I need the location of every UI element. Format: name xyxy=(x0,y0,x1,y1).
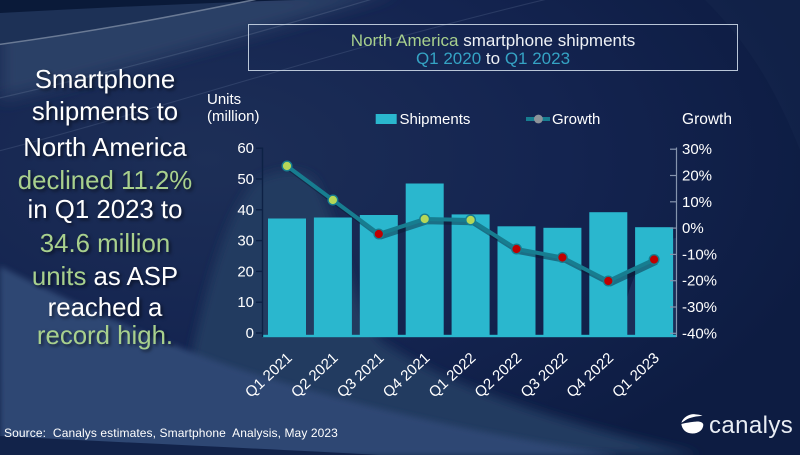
svg-text:Q2 2021: Q2 2021 xyxy=(288,349,342,401)
svg-text:30%: 30% xyxy=(682,141,712,158)
svg-text:0: 0 xyxy=(246,325,254,342)
svg-text:Q1 2021: Q1 2021 xyxy=(242,349,296,401)
svg-text:10: 10 xyxy=(237,294,254,311)
svg-text:Q4 2021: Q4 2021 xyxy=(380,349,434,401)
svg-text:Q1 2023: Q1 2023 xyxy=(609,349,663,401)
svg-text:60: 60 xyxy=(237,140,254,157)
svg-text:Growth: Growth xyxy=(552,111,600,128)
svg-text:20%: 20% xyxy=(682,168,712,185)
svg-text:-30%: -30% xyxy=(682,299,717,316)
svg-text:0%: 0% xyxy=(682,220,704,237)
svg-text:30: 30 xyxy=(237,233,254,250)
svg-text:Shipments: Shipments xyxy=(400,111,471,128)
svg-text:-20%: -20% xyxy=(682,273,717,290)
svg-text:Growth: Growth xyxy=(682,111,732,128)
svg-text:-40%: -40% xyxy=(682,325,717,342)
svg-text:Q4 2022: Q4 2022 xyxy=(563,349,617,401)
svg-text:20: 20 xyxy=(237,263,254,280)
svg-text:Q1 2022: Q1 2022 xyxy=(426,349,480,401)
svg-text:Q3 2022: Q3 2022 xyxy=(517,349,571,401)
svg-text:Q2 2022: Q2 2022 xyxy=(472,349,526,401)
svg-text:50: 50 xyxy=(237,171,254,188)
svg-text:40: 40 xyxy=(237,202,254,219)
svg-text:Q3 2021: Q3 2021 xyxy=(334,349,388,401)
svg-text:10%: 10% xyxy=(682,194,712,211)
svg-text:-10%: -10% xyxy=(682,246,717,263)
